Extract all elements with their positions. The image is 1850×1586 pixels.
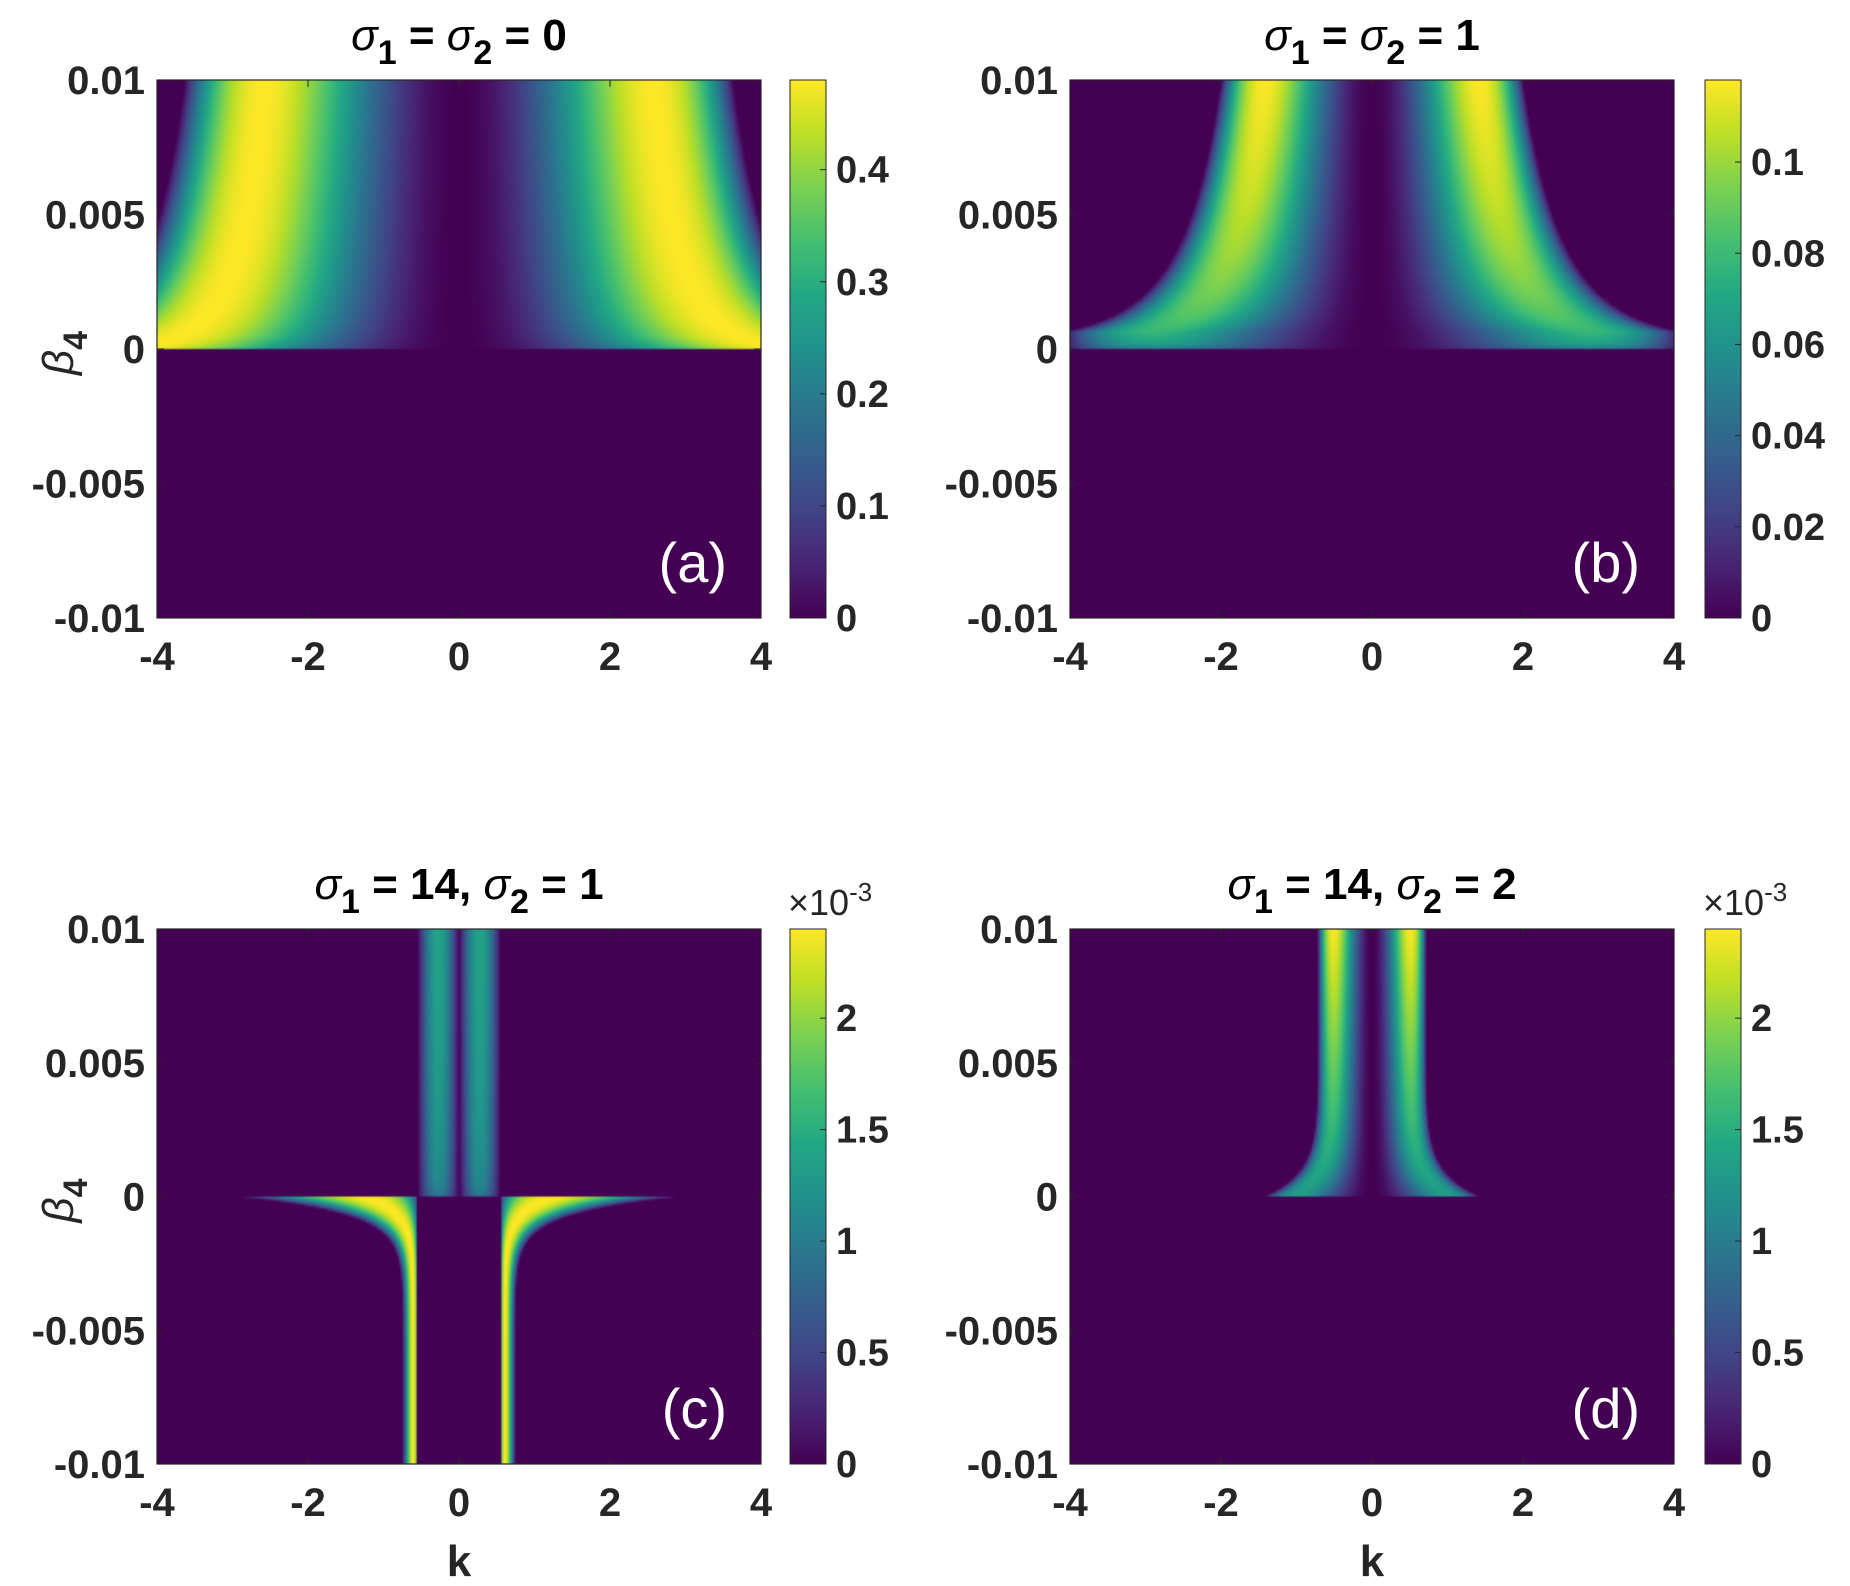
y-tick-label: -0.005 [945, 463, 1058, 507]
panel-c: -4 -2 0 2 4 -0.01 -0.005 0 0.005 0.01 σ1 = 14, σ2 … [32, 860, 889, 1586]
colorbar [790, 929, 826, 1464]
x-tick-label: -2 [1203, 1481, 1239, 1525]
colorbar-tick-label: 0.3 [836, 262, 889, 304]
x-tick-label: -4 [1052, 635, 1088, 679]
colorbar-tick-label: 0.4 [836, 150, 889, 192]
x-tick-label: -2 [290, 1481, 326, 1525]
y-tick-label: 0.005 [958, 1042, 1058, 1086]
panel-title: σ1 = σ2 = 0 [351, 11, 567, 72]
colorbar-frame [1704, 928, 1742, 1465]
panel-tag: (c) [662, 1377, 727, 1440]
x-axis-label: k [1360, 1537, 1385, 1581]
y-tick-label: 0 [1036, 328, 1058, 372]
colorbar-tick-label: 1 [1751, 1221, 1772, 1263]
colorbar-tick-label: 0.1 [836, 486, 889, 528]
panel-tag: (a) [659, 531, 727, 594]
colorbar-tick-label: 0.2 [836, 374, 889, 416]
colorbar-tick-label: 0 [1751, 598, 1772, 640]
panel-title: σ1 = 14, σ2 = 2 [1227, 860, 1516, 921]
panel-title: σ1 = σ2 = 1 [1264, 11, 1480, 72]
panel-a: -4 -2 0 2 4 -0.01 -0.005 0 0.005 0.01 σ1 = σ2 = 0 β… [32, 11, 889, 679]
colorbar-tick-label: 0 [1751, 1444, 1772, 1486]
colorbar-exponent: ×10-3 [788, 877, 872, 923]
x-tick-label: -2 [290, 635, 326, 679]
x-tick-label: 4 [1663, 1481, 1686, 1525]
x-tick-label: 2 [599, 1481, 621, 1525]
panel-d: -4 -2 0 2 4 -0.01 -0.005 0 0.005 0.01 σ1 = 14, σ2 … [945, 860, 1804, 1586]
y-tick-label: -0.01 [54, 1443, 145, 1487]
y-tick-label: 0.005 [958, 194, 1058, 238]
colorbar-tick-label: 0.06 [1751, 324, 1825, 366]
colorbar-tick-label: 0.5 [836, 1333, 889, 1375]
colorbar [1705, 929, 1741, 1464]
x-tick-label: 0 [448, 1481, 470, 1525]
colorbar-tick-label: 1.5 [1751, 1110, 1804, 1152]
x-tick-label: 4 [750, 635, 773, 679]
panel-title: σ1 = 14, σ2 = 1 [314, 860, 603, 921]
colorbar-frame [789, 928, 827, 1465]
colorbar-tick-label: 1 [836, 1221, 857, 1263]
x-tick-label: -4 [139, 1481, 175, 1525]
y-tick-label: 0.01 [980, 908, 1058, 952]
y-tick-label: 0.005 [45, 1042, 145, 1086]
x-tick-label: 0 [448, 635, 470, 679]
x-tick-label: 2 [1512, 635, 1534, 679]
y-tick-label: 0.005 [45, 194, 145, 238]
x-tick-label: 4 [750, 1481, 773, 1525]
colorbar-tick-label: 2 [1751, 998, 1772, 1040]
x-tick-label: -4 [139, 635, 175, 679]
x-tick-label: -2 [1203, 635, 1239, 679]
heatmap-image [157, 929, 761, 1464]
heatmap-image [1070, 80, 1674, 618]
colorbar-tick-label: 1.5 [836, 1110, 889, 1152]
colorbar [1705, 80, 1741, 618]
y-tick-label: 0 [1036, 1176, 1058, 1220]
x-tick-label: 4 [1663, 635, 1686, 679]
y-tick-label: 0.01 [67, 59, 145, 103]
colorbar-tick-label: 2 [836, 998, 857, 1040]
x-tick-label: 0 [1361, 635, 1383, 679]
y-axis-label: β4 [34, 1178, 95, 1224]
y-tick-label: -0.005 [32, 463, 145, 507]
x-tick-label: 0 [1361, 1481, 1383, 1525]
y-tick-label: -0.01 [54, 597, 145, 641]
y-tick-label: -0.01 [967, 597, 1058, 641]
colorbar-tick-label: 0 [836, 598, 857, 640]
y-tick-label: 0.01 [67, 908, 145, 952]
x-tick-label: 2 [1512, 1481, 1534, 1525]
colorbar-tick-label: 0.1 [1751, 142, 1804, 184]
y-tick-label: -0.005 [945, 1309, 1058, 1353]
x-tick-label: -4 [1052, 1481, 1088, 1525]
y-tick-label: -0.005 [32, 1309, 145, 1353]
panel-tag: (b) [1572, 531, 1640, 594]
colorbar-exponent: ×10-3 [1703, 877, 1787, 923]
y-tick-label: 0.01 [980, 59, 1058, 103]
panel-tag: (d) [1572, 1377, 1640, 1440]
x-tick-label: 2 [599, 635, 621, 679]
y-tick-label: 0 [123, 1176, 145, 1220]
y-axis-label: β4 [34, 331, 95, 377]
colorbar [790, 80, 826, 618]
colorbar-tick-label: 0 [836, 1444, 857, 1486]
y-tick-label: -0.01 [967, 1443, 1058, 1487]
y-tick-label: 0 [123, 328, 145, 372]
x-axis-label: k [447, 1537, 472, 1581]
colorbar-frame [1704, 79, 1742, 619]
panel-b: -4 -2 0 2 4 -0.01 -0.005 0 0.005 0.01 σ1 = σ2 = 1 (… [945, 11, 1825, 679]
heatmap-image [157, 80, 761, 618]
colorbar-tick-label: 0.08 [1751, 233, 1825, 275]
colorbar-frame [789, 79, 827, 619]
heatmap-image [1070, 929, 1674, 1464]
colorbar-tick-label: 0.5 [1751, 1333, 1804, 1375]
colorbar-tick-label: 0.02 [1751, 507, 1825, 549]
colorbar-tick-label: 0.04 [1751, 416, 1825, 458]
